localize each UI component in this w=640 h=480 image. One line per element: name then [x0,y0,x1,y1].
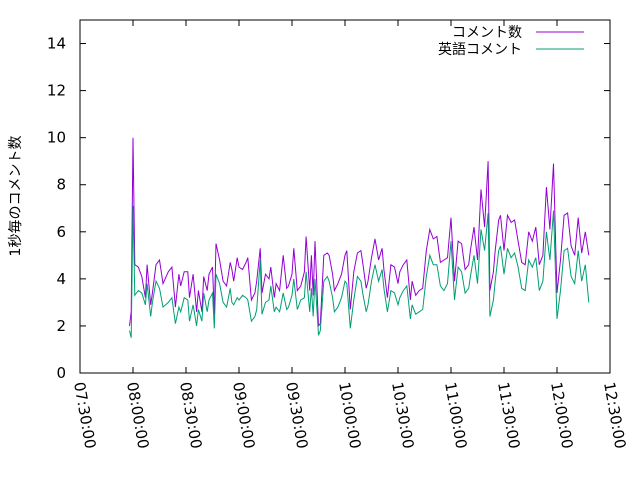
y-tick-label: 14 [47,35,66,53]
y-tick-label: 6 [56,223,66,241]
y-tick-label: 8 [56,176,66,194]
legend-label: コメント数 [452,25,522,41]
x-tick-label: 09:30:00 [282,381,311,450]
x-tick-label: 07:30:00 [70,381,99,450]
x-tick-label: 10:00:00 [335,381,364,450]
x-tick-label: 11:00:00 [441,381,470,450]
x-tick-label: 10:30:00 [388,381,417,450]
x-tick-label: 08:30:00 [176,381,205,450]
y-tick-label: 12 [47,82,66,100]
x-tick-label: 11:30:00 [494,381,523,450]
series-line-1 [129,137,590,328]
y-tick-label: 2 [56,317,66,335]
x-tick-label: 12:30:00 [600,381,629,450]
y-tick-label: 0 [56,364,66,382]
legend-label: 英語コメント [438,41,522,58]
series-line-2 [129,205,590,338]
x-tick-label: 12:00:00 [547,381,576,450]
plot-frame [79,19,611,374]
x-tick-label: 08:00:00 [123,381,152,450]
x-tick-label: 09:00:00 [229,381,258,450]
y-axis-title: 1秒毎のコメント数 [8,136,24,257]
y-tick-label: 4 [56,270,66,288]
y-tick-label: 10 [47,129,66,147]
